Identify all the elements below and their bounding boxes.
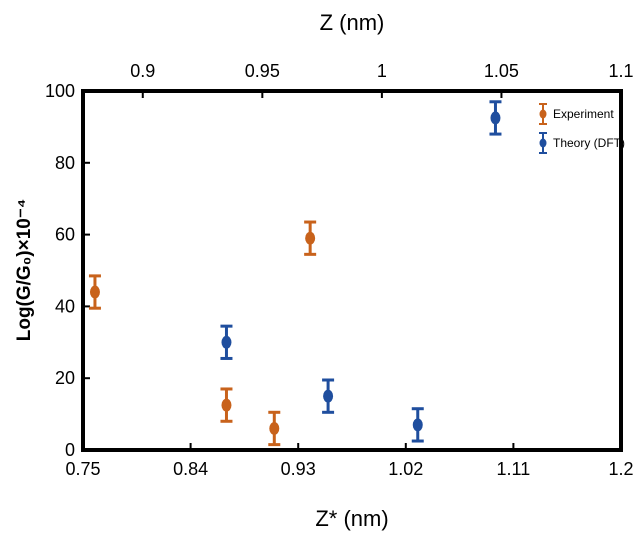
data-point	[489, 100, 502, 136]
top-x-tick-label: 1.05	[484, 61, 519, 81]
ticks-layer: 0.75 0.84 0.93 1.02 1.11 1.2 0.9 0.95 1 1.05 1.1 0 2…	[45, 61, 633, 479]
legend-label: Experiment	[553, 107, 614, 121]
y-tick-label: 100	[45, 81, 75, 101]
point-marker	[221, 335, 232, 349]
y-tick-label: 40	[55, 296, 75, 316]
plot-frame	[81, 89, 623, 452]
y-axis-title: Log(G/G₀)×10⁻⁴	[14, 199, 35, 342]
top-x-axis-title: Z (nm)	[320, 10, 385, 35]
x-tick-label: 1.11	[497, 459, 531, 479]
legend-item: Experiment	[539, 103, 614, 125]
y-tick-label: 80	[55, 153, 75, 173]
y-tick-label: 60	[55, 225, 75, 245]
top-x-tick-label: 0.9	[130, 61, 155, 81]
point-marker	[490, 111, 501, 125]
legend-item: Theory (DFT)	[539, 132, 625, 154]
x-tick-label: 0.93	[281, 459, 316, 479]
x-tick-label: 0.75	[65, 459, 100, 479]
x-tick-label: 0.84	[173, 459, 208, 479]
data-point	[322, 378, 335, 414]
data-point	[268, 410, 281, 447]
top-x-tick-label: 1	[377, 61, 387, 81]
y-tick-label: 0	[65, 440, 75, 460]
data-point	[411, 407, 424, 443]
x-tick-label: 1.02	[388, 459, 423, 479]
top-x-tick-label: 1.1	[608, 61, 633, 81]
legend: Experiment Theory (DFT)	[539, 103, 625, 154]
legend-marker	[539, 138, 547, 148]
point-marker	[221, 398, 232, 412]
marks-layer	[88, 100, 502, 447]
data-point	[304, 220, 317, 256]
x-axis-title: Z* (nm)	[315, 506, 388, 531]
top-x-tick-label: 0.95	[245, 61, 280, 81]
point-marker	[305, 231, 316, 245]
y-tick-label: 20	[55, 368, 75, 388]
point-marker	[89, 285, 100, 299]
legend-label: Theory (DFT)	[553, 136, 625, 150]
legend-marker	[539, 109, 547, 119]
point-marker	[269, 421, 280, 435]
point-marker	[412, 418, 423, 432]
x-tick-label: 1.2	[608, 459, 633, 479]
data-point	[220, 324, 233, 360]
point-marker	[323, 389, 334, 403]
data-point	[220, 387, 233, 423]
data-point	[88, 274, 101, 310]
